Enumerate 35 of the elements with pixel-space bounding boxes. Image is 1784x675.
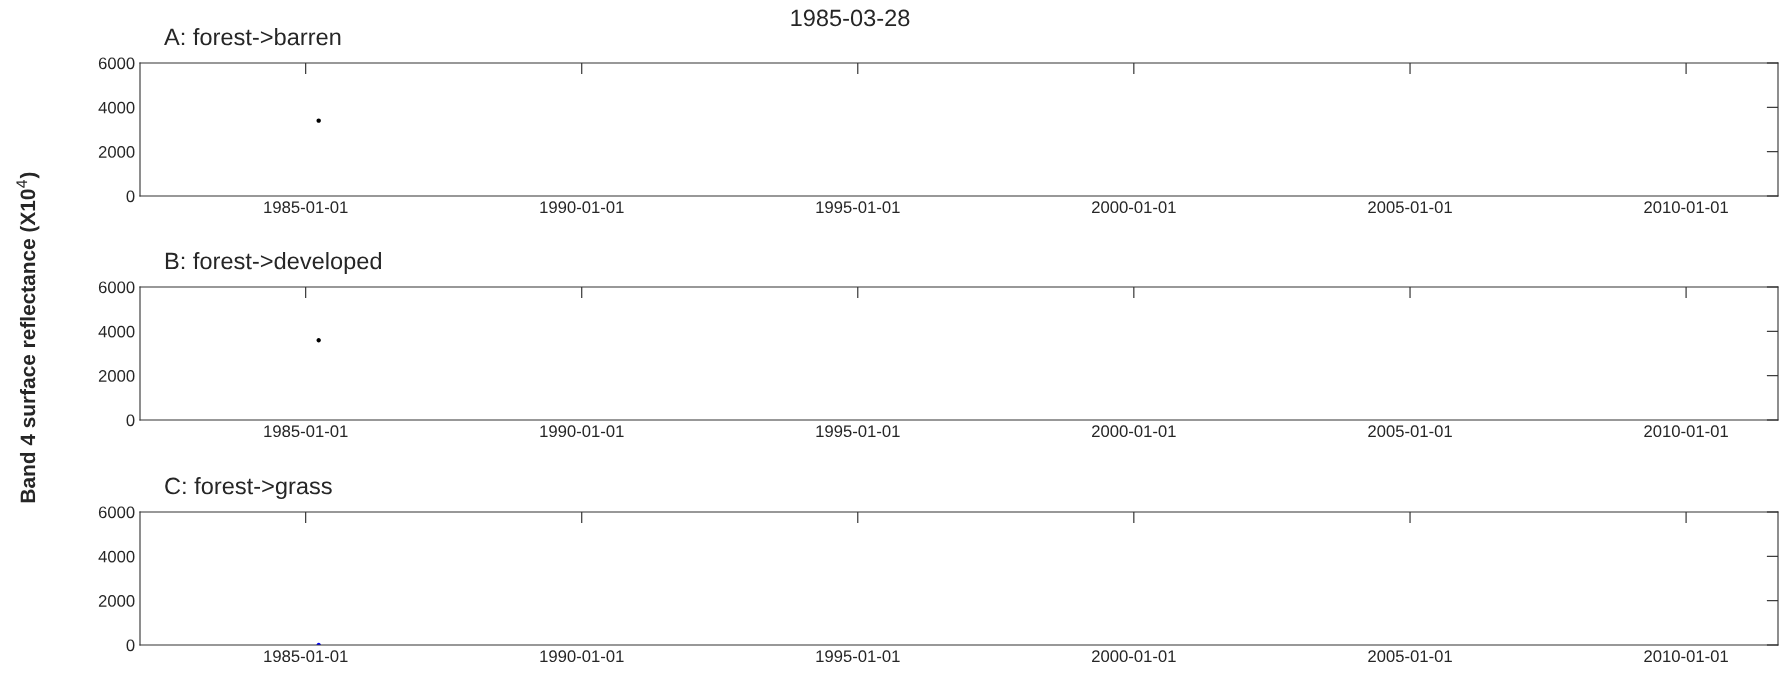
y-tick-label: 4000 [98, 325, 135, 338]
x-tick-label: 2005-01-01 [1368, 425, 1452, 438]
y-tick-label: 2000 [98, 370, 135, 382]
y-tick-label: 0 [126, 414, 135, 427]
y-tick-label: 4000 [98, 101, 135, 114]
x-tick-label: 1990-01-01 [540, 201, 624, 214]
y-tick-label: 2000 [98, 595, 135, 607]
y-tick-label: 6000 [98, 281, 135, 294]
x-tick-label: 1995-01-01 [816, 201, 900, 214]
y-tick-label: 0 [126, 190, 135, 203]
x-tick-label: 2000-01-01 [1092, 201, 1176, 214]
x-tick-label: 2005-01-01 [1368, 201, 1452, 214]
chart-title: A: forest->barren [164, 28, 341, 46]
y-tick-label: 0 [126, 639, 135, 652]
x-tick-label: 1985-01-01 [264, 650, 348, 663]
x-tick-label: 2005-01-01 [1368, 650, 1452, 663]
chart-title: B: forest->developed [165, 251, 382, 274]
y-tick-label: 2000 [98, 146, 135, 158]
chart-title: C: forest->grass [165, 477, 332, 500]
x-tick-label: 1990-01-01 [540, 425, 624, 438]
y-tick-label: 6000 [98, 57, 135, 70]
x-tick-label: 2000-01-01 [1092, 425, 1176, 438]
x-tick-label: 2000-01-01 [1092, 650, 1176, 663]
y-axis-title: Band 4 surface reflectance (X10$^{4}$) [16, 172, 40, 503]
x-tick-label: 1985-01-01 [264, 425, 348, 438]
x-tick-label: 2010-01-01 [1644, 650, 1728, 663]
x-tick-label: 2010-01-01 [1644, 201, 1728, 214]
text: 1985-03-28 [791, 9, 910, 27]
x-tick-label: 1990-01-01 [540, 650, 624, 663]
x-tick-label: 2010-01-01 [1644, 425, 1728, 438]
y-tick-label: 6000 [98, 506, 135, 519]
y-tick-label: 4000 [98, 550, 135, 563]
x-tick-label: 1985-01-01 [264, 201, 348, 214]
x-tick-label: 1995-01-01 [816, 650, 900, 663]
x-tick-label: 1995-01-01 [816, 425, 900, 438]
